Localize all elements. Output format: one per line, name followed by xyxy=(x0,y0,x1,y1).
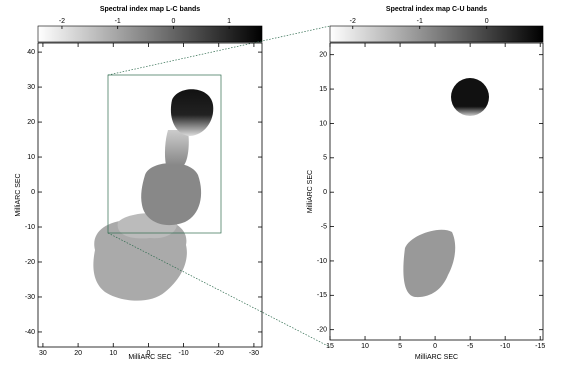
colorbar-tick-label: -1 xyxy=(115,18,121,25)
y-tick-label: -20 xyxy=(317,327,327,334)
zoom-connector xyxy=(107,25,331,76)
y-tick-label: 30 xyxy=(27,84,35,91)
x-tick-label: 5 xyxy=(398,343,402,350)
colorbar-tick-label: -2 xyxy=(59,18,65,25)
x-tick-label: 0 xyxy=(433,343,437,350)
x-tick-label: 10 xyxy=(361,343,369,350)
y-tick-label: -10 xyxy=(317,258,327,265)
y-tick-label: -40 xyxy=(25,329,35,336)
y-axis-label: MilliARC SEC xyxy=(307,170,314,213)
colorbar-tick-label: -1 xyxy=(417,18,423,25)
source-image xyxy=(93,89,214,301)
y-tick-label: -10 xyxy=(25,224,35,231)
y-tick-label: 20 xyxy=(319,52,327,59)
x-tick-label: 10 xyxy=(109,350,117,357)
x-tick-label: -5 xyxy=(467,343,473,350)
y-tick-label: 15 xyxy=(319,86,327,93)
x-tick-label: 0 xyxy=(146,350,150,357)
x-tick-label: -10 xyxy=(179,350,189,357)
chart-title: Spectral index map L-C bands xyxy=(100,6,200,13)
x-axis-label: MilliARC SEC xyxy=(415,354,458,361)
x-tick-label: 15 xyxy=(326,343,334,350)
colorbar xyxy=(329,25,544,43)
chart-title: Spectral index map C-U bands xyxy=(386,6,487,13)
source-image xyxy=(403,78,489,298)
colorbar-tick-label: 0 xyxy=(171,18,175,25)
x-tick-label: -20 xyxy=(214,350,224,357)
colorbar xyxy=(37,25,263,43)
y-tick-label: 40 xyxy=(27,49,35,56)
y-axis-label: MilliARC SEC xyxy=(15,173,22,216)
y-tick-label: 10 xyxy=(319,120,327,127)
colorbar-tick-label: 1 xyxy=(227,18,231,25)
x-tick-label: -15 xyxy=(535,343,545,350)
plot-frame xyxy=(329,42,544,341)
y-tick-label: 20 xyxy=(27,119,35,126)
x-axis-label: MilliARC SEC xyxy=(128,354,171,361)
x-tick-label: -30 xyxy=(249,350,259,357)
y-tick-label: 10 xyxy=(27,154,35,161)
y-tick-label: 5 xyxy=(323,155,327,162)
y-tick-label: 0 xyxy=(31,189,35,196)
zoom-connector xyxy=(107,232,331,348)
y-tick-label: -15 xyxy=(317,292,327,299)
y-tick-label: -30 xyxy=(25,294,35,301)
colorbar-tick-label: 0 xyxy=(485,18,489,25)
zoom-box xyxy=(107,74,222,234)
y-tick-label: -20 xyxy=(25,259,35,266)
x-tick-label: 30 xyxy=(39,350,47,357)
y-tick-label: -5 xyxy=(321,223,327,230)
x-tick-label: -10 xyxy=(500,343,510,350)
x-tick-label: 20 xyxy=(74,350,82,357)
colorbar-tick-label: -2 xyxy=(350,18,356,25)
plot-frame xyxy=(37,42,263,348)
y-tick-label: 0 xyxy=(323,189,327,196)
